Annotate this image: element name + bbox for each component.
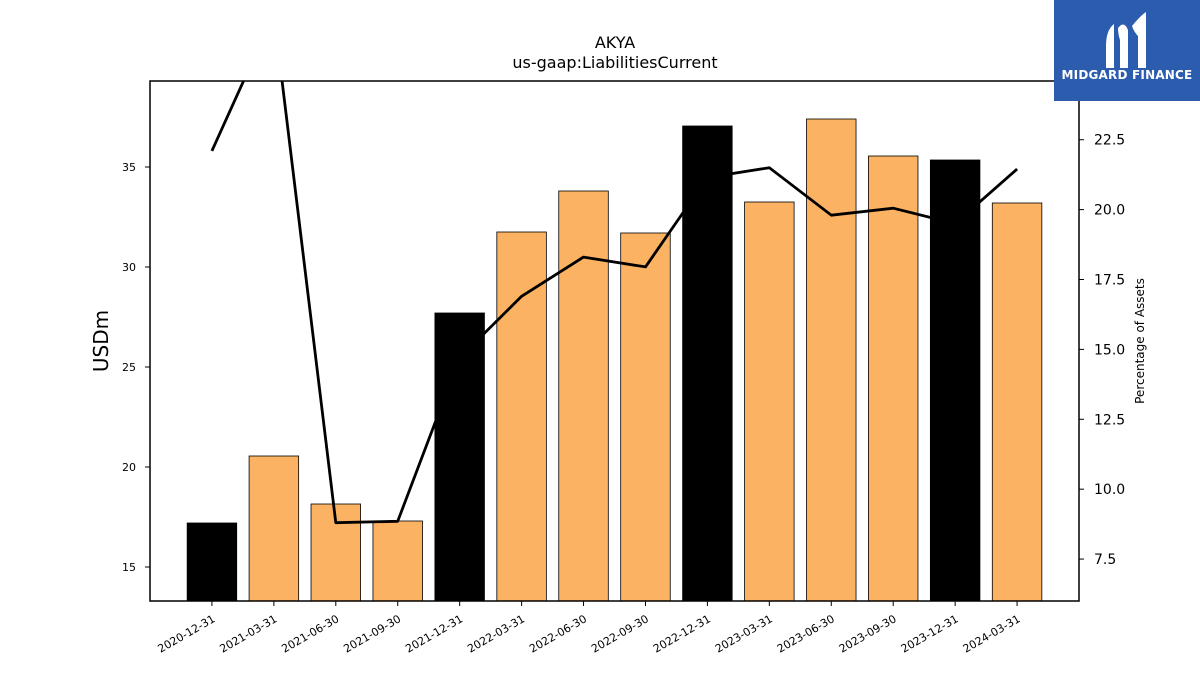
y-axis-label: USDm bbox=[89, 310, 113, 372]
bar-2022-09-30 bbox=[620, 232, 671, 602]
y2-tick-label-15.0: 15.0 bbox=[1094, 342, 1125, 358]
y2-tick-label-7.5: 7.5 bbox=[1094, 552, 1116, 568]
bar-2021-09-30 bbox=[372, 520, 423, 602]
x-tick-label-2021-09-30: 2021-09-30 bbox=[341, 612, 403, 655]
bar-2023-03-31 bbox=[744, 201, 795, 602]
y2-tick-label-22.5: 22.5 bbox=[1094, 133, 1125, 149]
x-tick-label-2024-03-31: 2024-03-31 bbox=[961, 612, 1023, 655]
percentage-line bbox=[210, 81, 1019, 525]
y-tick-label-25: 25 bbox=[122, 361, 136, 374]
bar-2020-12-31 bbox=[186, 522, 238, 602]
y-tick-label-20: 20 bbox=[122, 461, 136, 474]
y2-axis-label: Percentage of Assets bbox=[1133, 278, 1147, 404]
x-tick-label-2021-06-30: 2021-06-30 bbox=[279, 612, 341, 655]
x-tick-label-2023-03-31: 2023-03-31 bbox=[713, 612, 775, 655]
bar-2021-03-31 bbox=[248, 455, 300, 602]
bar-2022-12-31 bbox=[682, 125, 733, 602]
x-tick-label-2021-12-31: 2021-12-31 bbox=[403, 612, 465, 655]
chart-title: AKYA bbox=[595, 33, 635, 52]
y-tick-label-30: 30 bbox=[122, 261, 136, 274]
x-tick-label-2021-03-31: 2021-03-31 bbox=[217, 612, 279, 655]
y-tick-label-15: 15 bbox=[122, 561, 136, 574]
bar-2022-06-30 bbox=[558, 190, 609, 602]
chart-subtitle: us-gaap:LiabilitiesCurrent bbox=[512, 53, 717, 72]
x-tick-label-2023-12-31: 2023-12-31 bbox=[899, 612, 961, 655]
brand-name: MIDGARD FINANCE bbox=[1061, 68, 1193, 82]
y2-tick-label-12.5: 12.5 bbox=[1094, 412, 1125, 428]
bar-2023-06-30 bbox=[806, 118, 857, 602]
x-tick-label-2023-09-30: 2023-09-30 bbox=[837, 612, 899, 655]
bar-2023-12-31 bbox=[929, 159, 981, 602]
x-tick-label-2022-06-30: 2022-06-30 bbox=[527, 612, 589, 655]
y2-tick-label-10.0: 10.0 bbox=[1094, 482, 1125, 498]
brand-logo: MIDGARD FINANCE bbox=[1054, 0, 1200, 101]
x-tick-label-2020-12-31: 2020-12-31 bbox=[156, 612, 218, 655]
x-tick-label-2022-12-31: 2022-12-31 bbox=[651, 612, 713, 655]
plot-frame bbox=[149, 80, 1080, 602]
y2-tick-label-17.5: 17.5 bbox=[1094, 272, 1125, 288]
bar-2023-09-30 bbox=[868, 155, 919, 602]
x-tick-label-2022-09-30: 2022-09-30 bbox=[589, 612, 651, 655]
y-tick-label-35: 35 bbox=[122, 161, 136, 174]
x-tick-label-2022-03-31: 2022-03-31 bbox=[465, 612, 527, 655]
y2-tick-label-20.0: 20.0 bbox=[1094, 203, 1125, 219]
x-tick-label-2023-06-30: 2023-06-30 bbox=[775, 612, 837, 655]
bar-2022-03-31 bbox=[496, 231, 547, 602]
bar-2024-03-31 bbox=[991, 202, 1043, 602]
midgard-logo-icon bbox=[1106, 12, 1146, 68]
